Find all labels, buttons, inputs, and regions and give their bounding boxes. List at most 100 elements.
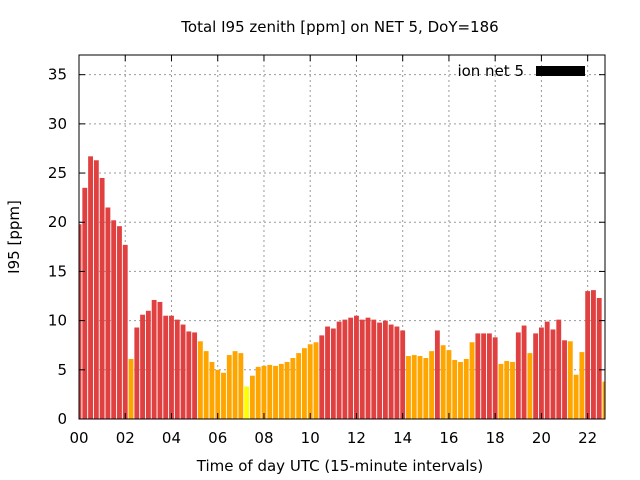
bar <box>382 320 388 419</box>
bar <box>475 333 481 419</box>
bar <box>556 319 562 419</box>
x-tick-label: 10 <box>301 429 320 447</box>
bar <box>105 207 111 419</box>
bar <box>573 374 579 419</box>
bar <box>423 358 429 419</box>
bar <box>446 350 452 419</box>
bar <box>510 361 515 419</box>
bar <box>515 332 521 419</box>
bar <box>215 369 221 419</box>
bar <box>134 327 140 419</box>
bar <box>140 314 146 419</box>
bar <box>255 366 261 419</box>
bar <box>278 363 284 419</box>
bar <box>296 353 302 419</box>
bar <box>99 177 105 419</box>
x-tick-label: 16 <box>439 429 458 447</box>
bar <box>498 363 504 419</box>
x-tick-label: 20 <box>532 429 551 447</box>
grid <box>79 55 605 419</box>
y-axis: 0 5 10 15 20 25 30 35 <box>48 66 605 428</box>
bar <box>209 361 215 419</box>
bar <box>463 358 469 419</box>
bar <box>163 315 169 419</box>
bar <box>325 326 330 419</box>
bar <box>302 348 307 419</box>
y-tick-label: 5 <box>57 361 67 379</box>
bar <box>174 319 180 419</box>
bar <box>145 310 151 419</box>
bar <box>249 375 255 419</box>
y-tick-label: 25 <box>48 164 67 182</box>
bar <box>596 297 602 419</box>
bar <box>180 324 186 419</box>
bar <box>290 358 296 419</box>
bar <box>394 326 400 419</box>
bar <box>128 358 134 419</box>
bar <box>591 290 596 419</box>
bar <box>544 321 550 419</box>
x-tick-label: 00 <box>69 429 88 447</box>
bar <box>486 333 492 419</box>
bar <box>197 341 203 419</box>
bar <box>151 299 157 419</box>
bar <box>319 335 325 419</box>
bar <box>579 352 585 419</box>
y-tick-label: 35 <box>48 66 67 84</box>
y-tick-label: 30 <box>48 115 67 133</box>
bar <box>504 360 510 419</box>
y-tick-label: 20 <box>48 213 67 231</box>
bar <box>602 381 605 419</box>
bar <box>261 365 267 419</box>
bar <box>521 325 527 419</box>
bar <box>93 160 99 419</box>
bar <box>238 353 244 419</box>
bar <box>550 329 556 419</box>
bar <box>330 328 336 419</box>
bar <box>307 344 313 419</box>
bar <box>388 324 394 419</box>
bar <box>226 355 232 419</box>
bar <box>79 224 82 419</box>
legend-label: ion net 5 <box>457 62 524 80</box>
bar <box>585 291 591 419</box>
bar <box>221 372 226 419</box>
bar <box>411 355 417 419</box>
x-axis: 00 02 04 06 08 10 12 14 16 18 20 22 <box>69 55 597 447</box>
x-axis-label: Time of day UTC (15-minute intervals) <box>196 457 483 475</box>
bar <box>354 315 359 419</box>
bar <box>284 361 290 419</box>
bar <box>192 332 198 419</box>
bar <box>481 333 487 419</box>
x-tick-label: 18 <box>486 429 505 447</box>
bar <box>371 319 377 419</box>
bar <box>342 319 348 419</box>
bar <box>348 317 354 419</box>
bar <box>533 333 539 419</box>
y-tick-label: 10 <box>48 312 67 330</box>
x-tick-label: 06 <box>208 429 227 447</box>
bar <box>429 351 435 419</box>
bars <box>79 156 605 420</box>
bar <box>336 321 342 419</box>
plot-frame <box>78 54 606 420</box>
bar <box>157 301 163 419</box>
bar <box>122 244 128 419</box>
bar <box>244 386 250 419</box>
bar <box>365 317 371 419</box>
bar <box>359 319 365 419</box>
bar <box>313 342 319 419</box>
bar <box>186 331 192 419</box>
bar <box>458 361 463 419</box>
bar <box>377 322 382 419</box>
bar <box>232 351 238 419</box>
x-tick-label: 02 <box>116 429 135 447</box>
bar <box>406 356 411 419</box>
bar <box>452 359 458 419</box>
y-tick-label: 15 <box>48 262 67 280</box>
y-axis-label: I95 [ppm] <box>5 200 23 274</box>
bar <box>82 187 88 419</box>
legend-swatch <box>536 66 585 76</box>
bar <box>538 327 544 419</box>
bar <box>492 337 498 419</box>
